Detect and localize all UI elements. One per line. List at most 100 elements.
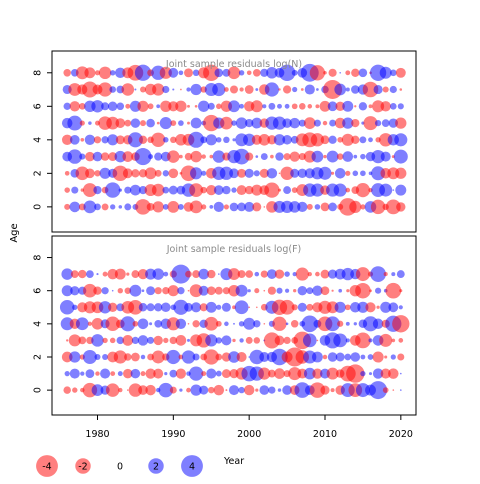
- residual-bubble: [267, 369, 276, 378]
- residual-bubble: [267, 135, 277, 145]
- residual-bubble: [353, 154, 358, 159]
- residual-bubble: [102, 337, 108, 344]
- residual-bubble: [315, 271, 320, 277]
- residual-bubble: [230, 85, 238, 94]
- residual-bubble: [123, 368, 133, 379]
- residual-bubble: [184, 152, 193, 161]
- residual-bubble: [83, 200, 97, 214]
- residual-bubble: [363, 116, 378, 131]
- residual-bubble: [94, 70, 101, 76]
- residual-bubble: [399, 372, 402, 375]
- residual-bubble: [138, 385, 148, 395]
- y-tick-label: 0: [33, 204, 44, 210]
- residual-bubble: [118, 188, 122, 192]
- residual-bubble: [244, 85, 254, 94]
- residual-bubble: [389, 85, 397, 94]
- residual-bubble: [301, 315, 319, 333]
- residual-bubble: [299, 103, 306, 110]
- residual-bubble: [207, 102, 215, 110]
- residual-bubble: [64, 170, 70, 176]
- residual-bubble: [290, 320, 299, 328]
- residual-bubble: [328, 269, 338, 279]
- residual-bubble: [372, 100, 385, 113]
- residual-bubble: [274, 335, 285, 346]
- residual-bubble: [398, 305, 403, 310]
- residual-bubble: [192, 320, 200, 328]
- residual-bubble: [280, 166, 294, 180]
- residual-bubble: [320, 135, 330, 145]
- residual-bubble: [233, 322, 235, 325]
- residual-bubble: [306, 303, 314, 311]
- residual-bubble: [163, 271, 169, 277]
- residual-bubble: [72, 304, 78, 310]
- residual-bubble: [292, 86, 298, 93]
- residual-bubble: [149, 322, 153, 326]
- residual-bubble: [392, 389, 395, 391]
- x-tick-label: 2020: [389, 429, 413, 440]
- residual-bubble: [291, 69, 298, 76]
- residual-bubble: [372, 318, 384, 330]
- residual-bubble: [327, 101, 338, 112]
- residual-bubble: [180, 88, 182, 91]
- residual-bubble: [151, 350, 165, 364]
- residual-bubble: [64, 370, 70, 377]
- residual-bubble: [360, 153, 366, 160]
- residual-bubble: [334, 301, 346, 313]
- residual-bubble: [108, 152, 118, 162]
- residual-bubble: [309, 65, 326, 81]
- residual-bubble: [244, 201, 255, 212]
- residual-bubble: [113, 350, 127, 364]
- residual-bubble: [288, 201, 301, 213]
- residual-bubble: [214, 68, 224, 78]
- residual-bubble: [370, 199, 386, 215]
- residual-bubble: [266, 67, 278, 79]
- residual-bubble: [181, 350, 196, 364]
- legend-label: -4: [42, 462, 51, 473]
- residual-bubble: [170, 136, 177, 144]
- residual-bubble: [326, 150, 339, 163]
- residual-bubble: [159, 66, 172, 79]
- residual-bubble: [156, 121, 160, 125]
- residual-bubble: [118, 387, 123, 393]
- residual-bubble: [220, 116, 233, 130]
- residual-bubble: [391, 272, 396, 277]
- residual-bubble: [64, 187, 70, 193]
- residual-bubble: [229, 168, 239, 179]
- residual-bubble: [396, 270, 405, 279]
- residual-bubble: [291, 103, 298, 110]
- residual-bubble: [282, 385, 292, 395]
- residual-bubble: [147, 336, 155, 344]
- residual-bubble: [105, 316, 120, 332]
- residual-bubble: [205, 334, 218, 347]
- legend-label: 0: [117, 462, 123, 473]
- residual-bubble: [323, 154, 327, 159]
- residual-bubble: [318, 166, 332, 180]
- residual-bubble: [355, 267, 370, 282]
- residual-bubble: [320, 202, 330, 212]
- residual-bubble: [400, 389, 402, 391]
- residual-bubble: [126, 272, 130, 276]
- residual-bubble: [187, 121, 190, 125]
- residual-bubble: [380, 301, 392, 313]
- x-tick-label: 1990: [161, 429, 185, 440]
- residual-bubble: [70, 286, 80, 296]
- residual-bubble: [162, 204, 169, 210]
- residual-bubble: [297, 285, 308, 296]
- residual-bubble: [312, 285, 323, 296]
- residual-bubble: [215, 320, 222, 327]
- residual-bubble: [102, 353, 109, 361]
- residual-bubble: [310, 133, 325, 147]
- residual-bubble: [345, 338, 350, 343]
- residual-bubble: [268, 102, 276, 110]
- residual-bubble: [300, 88, 304, 91]
- residual-bubble: [391, 338, 396, 343]
- residual-bubble: [334, 83, 347, 96]
- residual-bubble: [190, 167, 203, 180]
- residual-bubble: [341, 267, 354, 281]
- residual-bubble: [333, 333, 348, 348]
- residual-bubble: [292, 271, 297, 277]
- residual-bubble: [399, 88, 403, 91]
- legend-title: Year: [223, 456, 244, 467]
- residual-bubble: [395, 67, 406, 78]
